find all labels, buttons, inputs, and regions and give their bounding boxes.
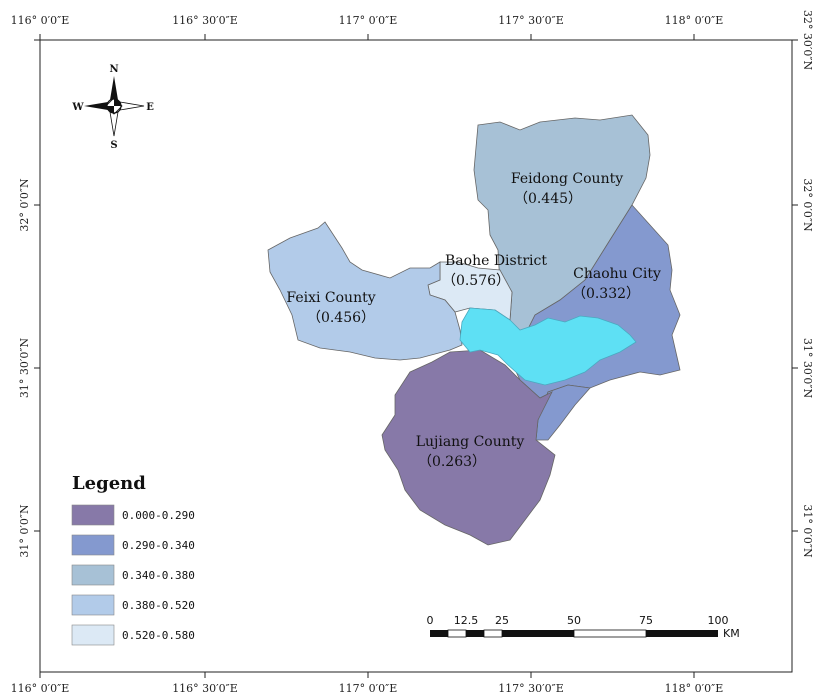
lon-label-top-3: 117° 0′0″E (339, 14, 398, 27)
lat-label-right-0: 32° 30′0″N (801, 10, 814, 71)
lon-label-bottom-2: 116° 30′0″E (172, 682, 238, 695)
region-feixi[interactable] (267, 221, 463, 361)
lake-chaohu (459, 307, 637, 386)
scale-label-0: 0 (427, 614, 434, 627)
legend-title: Legend (72, 473, 146, 494)
lat-label-left-3: 31° 0′0″N (18, 504, 31, 558)
compass-west-label: W (71, 102, 84, 113)
region-lujiang[interactable] (381, 349, 556, 546)
lat-label-left-2: 31° 30′0″N (18, 338, 31, 399)
legend-label-4: 0.380-0.520 (122, 599, 195, 612)
compass-rose: N S E W (71, 64, 154, 151)
region-feidong-name: Feidong County (511, 171, 623, 187)
lon-label-bottom-3: 117° 0′0″E (339, 682, 398, 695)
scale-label-75: 75 (639, 614, 653, 627)
scale-label-50: 50 (567, 614, 581, 627)
lat-label-left-1: 32° 0′0″N (18, 178, 31, 232)
lon-label-top-2: 116° 30′0″E (172, 14, 238, 27)
legend-label-2: 0.290-0.340 (122, 539, 195, 552)
scale-unit: KM (723, 627, 740, 640)
scale-label-100: 100 (708, 614, 729, 627)
lat-label-right-3: 31° 0′0″N (801, 504, 814, 558)
region-lujiang-name: Lujiang County (416, 434, 525, 450)
right-graticule: 32° 30′0″N 32° 0′0″N 31° 30′0″N 31° 0′0″… (792, 10, 814, 558)
legend-swatch-5 (71, 624, 115, 646)
legend-swatch-2 (71, 534, 115, 556)
legend-swatch-3 (71, 564, 115, 586)
compass-north-label: N (109, 64, 118, 75)
lon-label-bottom-1: 116° 0′0″E (11, 682, 70, 695)
lon-label-top-5: 118° 0′0″E (665, 14, 724, 27)
region-chaohu-name: Chaohu City (573, 266, 661, 282)
region-baohe-value: （0.576） (442, 273, 510, 289)
scale-label-25: 25 (495, 614, 509, 627)
lon-label-bottom-4: 117° 30′0″E (498, 682, 564, 695)
scale-bar: 0 12.5 25 50 75 100 KM (427, 614, 740, 640)
region-lujiang-value: （0.263） (418, 454, 486, 470)
legend-swatch-4 (71, 594, 115, 616)
legend: Legend 0.000-0.290 0.290-0.340 0.340-0.3… (71, 473, 195, 646)
top-graticule: 116° 0′0″E 116° 30′0″E 117° 0′0″E 117° 3… (11, 14, 724, 40)
lon-label-bottom-5: 118° 0′0″E (665, 682, 724, 695)
region-baohe-name: Baohe District (445, 253, 547, 269)
region-chaohu-value: （0.332） (572, 286, 640, 302)
left-graticule: 32° 0′0″N 31° 30′0″N 31° 0′0″N (18, 39, 40, 558)
region-feixi-name: Feixi County (286, 290, 375, 306)
legend-label-5: 0.520-0.580 (122, 629, 195, 642)
lat-label-right-2: 31° 30′0″N (801, 338, 814, 399)
compass-south-label: S (110, 140, 117, 151)
scale-label-12-5: 12.5 (454, 614, 479, 627)
legend-swatch-1 (71, 504, 115, 526)
legend-label-3: 0.340-0.380 (122, 569, 195, 582)
lat-label-right-1: 32° 0′0″N (801, 178, 814, 232)
compass-east-label: E (146, 102, 154, 113)
region-feidong-value: （0.445） (514, 191, 582, 207)
legend-label-1: 0.000-0.290 (122, 509, 195, 522)
lon-label-top-4: 117° 30′0″E (498, 14, 564, 27)
bottom-graticule: 116° 0′0″E 116° 30′0″E 117° 0′0″E 117° 3… (11, 672, 724, 695)
region-feixi-value: （0.456） (307, 310, 375, 326)
lon-label-top-1: 116° 0′0″E (11, 14, 70, 27)
